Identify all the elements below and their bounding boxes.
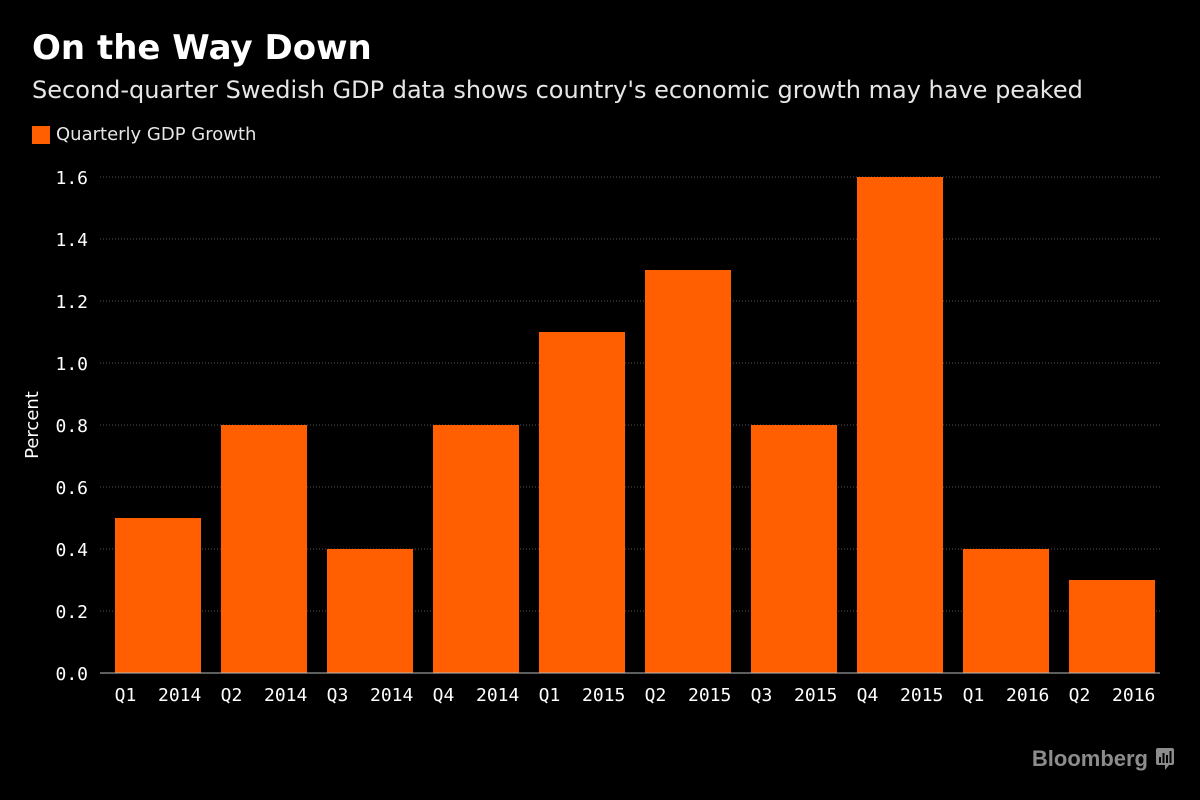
x-tick-label: Q1 2016: [963, 685, 1050, 706]
y-tick-label: 1.2: [55, 292, 88, 313]
legend-label: Quarterly GDP Growth: [56, 124, 257, 145]
y-tick-label: 1.4: [55, 230, 88, 251]
bar: [433, 425, 519, 673]
bar: [751, 425, 837, 673]
y-tick-label: 0.6: [55, 478, 88, 499]
y-tick-label: 0.8: [55, 416, 88, 437]
x-tick-label: Q2 2015: [645, 685, 732, 706]
x-tick-label: Q4 2014: [433, 685, 520, 706]
x-tick-label: Q2 2014: [221, 685, 308, 706]
chart-subtitle: Second-quarter Swedish GDP data shows co…: [32, 76, 1083, 104]
x-tick-label: Q1 2015: [539, 685, 626, 706]
bar: [857, 177, 943, 673]
bar: [115, 518, 201, 673]
legend: Quarterly GDP Growth: [32, 124, 256, 145]
y-tick-label: 1.6: [55, 168, 88, 189]
y-tick-label: 0.2: [55, 602, 88, 623]
bar: [1069, 580, 1155, 673]
bar: [539, 332, 625, 673]
x-tick-label: Q4 2015: [857, 685, 944, 706]
brand-name: Bloomberg: [1031, 746, 1148, 771]
x-tick-label: Q1 2014: [115, 685, 202, 706]
bar: [221, 425, 307, 673]
y-tick-label: 1.0: [55, 354, 88, 375]
brand-logo: Bloomberg: [1032, 746, 1174, 772]
bar: [327, 549, 413, 673]
x-tick-label: Q2 2016: [1069, 685, 1156, 706]
y-tick-label: 0.4: [55, 540, 88, 561]
chart-title: On the Way Down: [32, 28, 372, 68]
x-tick-label: Q3 2014: [327, 685, 414, 706]
bloomberg-chart-icon: [1156, 748, 1174, 770]
x-tick-label: Q3 2015: [751, 685, 838, 706]
y-tick-label: 0.0: [55, 664, 88, 685]
bar: [645, 270, 731, 673]
bar: [963, 549, 1049, 673]
legend-swatch: [32, 125, 50, 144]
y-axis-label: Percent: [22, 391, 43, 459]
